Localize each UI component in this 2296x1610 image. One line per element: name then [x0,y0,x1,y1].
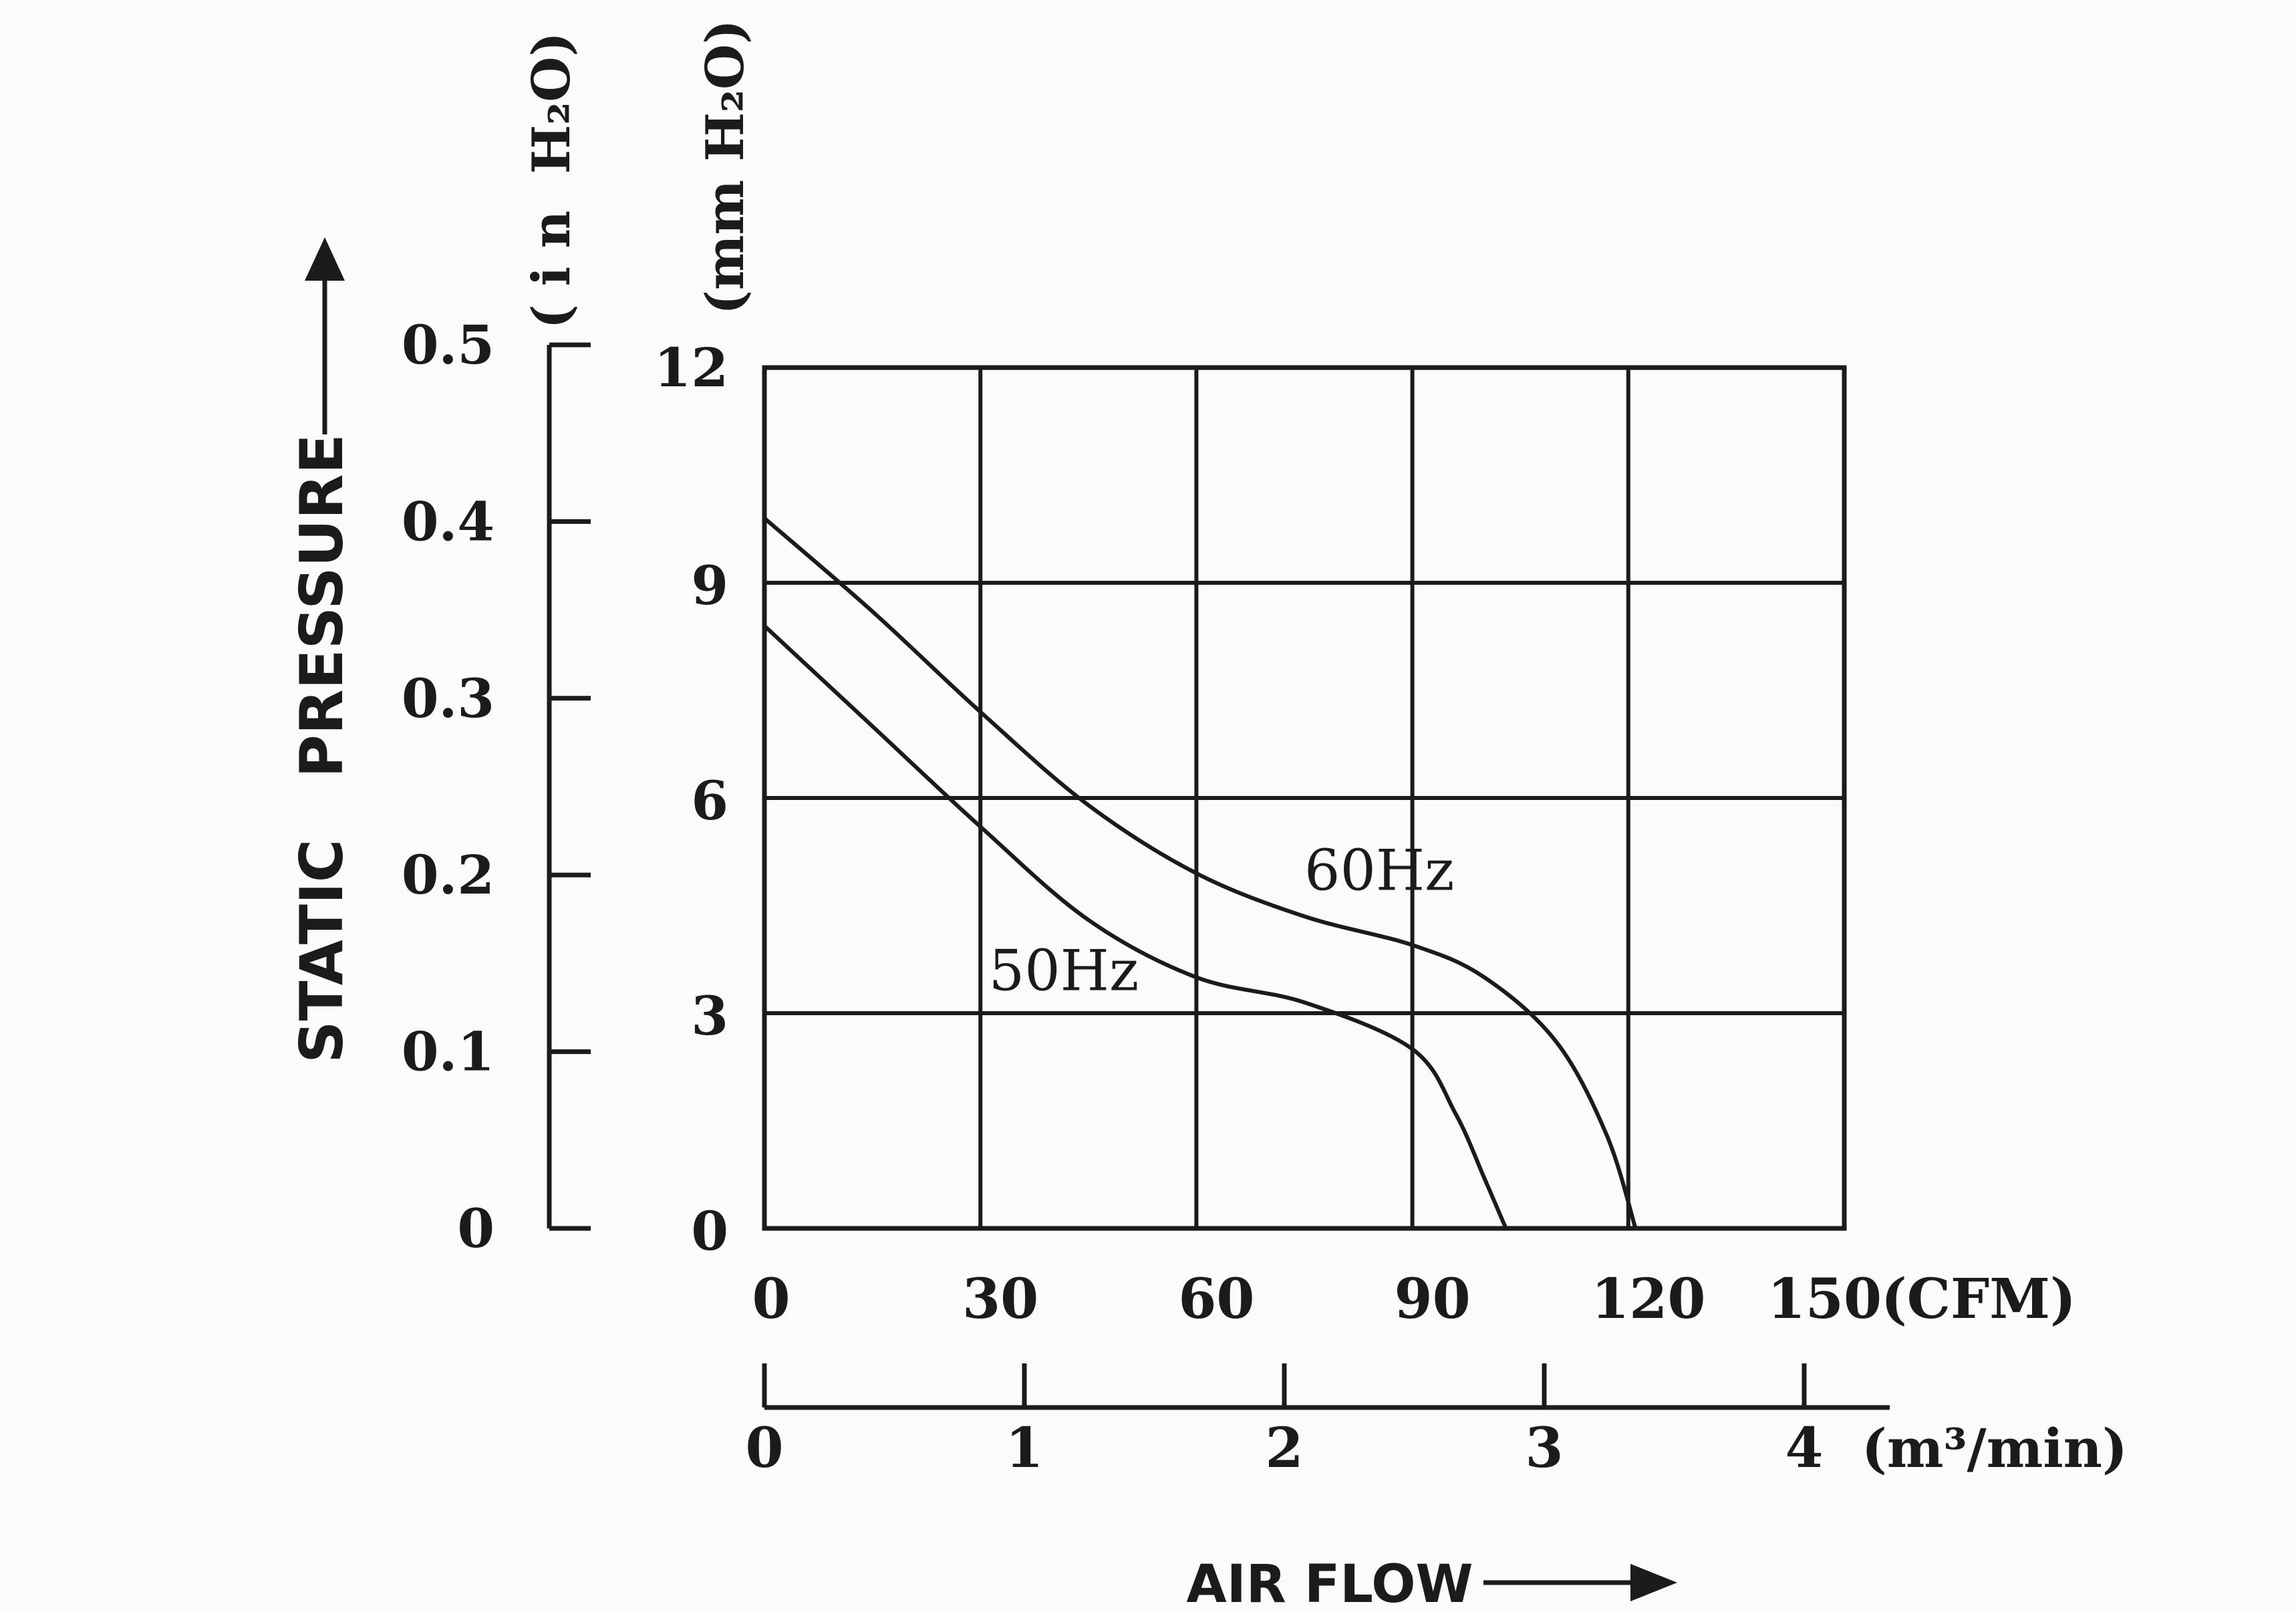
x-primary-tick-label: 150 [1767,1267,1882,1331]
y-primary-tick-label: 9 [691,554,728,617]
x-secondary-tick-label: 1 [1005,1416,1043,1480]
x-primary-tick-label: 0 [752,1267,790,1331]
y-secondary-tick-label: 0.1 [402,1021,494,1083]
y-primary-tick-label: 6 [691,769,728,832]
y-secondary-tick-label: 0.5 [402,313,494,376]
x-secondary-tick-label: 0 [745,1416,783,1480]
x-axis-title: AIR FLOW [1186,1555,1473,1610]
plot-grid [762,365,1847,1231]
y-axis-title: STATIC PRESSURE [287,434,356,1063]
x-secondary-tick-label: 4 [1785,1416,1823,1480]
x-primary-axis: 0 30 60 90 120 150 [752,1267,1882,1331]
series-line-50Hz [762,624,1508,1230]
x-secondary-unit: (m³/min) [1862,1417,2128,1480]
y-secondary-tick-label: 0.4 [402,490,494,553]
y-secondary-tick-label: 0 [457,1197,494,1260]
x-primary-unit: (CFM) [1881,1267,2076,1331]
series-line-60Hz [763,517,1638,1229]
y-primary-tick-label: 0 [691,1200,728,1262]
y-primary-tick-label: 12 [654,336,728,399]
x-secondary-tick-label: 2 [1265,1416,1303,1480]
y-primary-unit: (mm H₂O) [695,19,756,315]
x-secondary-tick-label: 3 [1525,1416,1563,1480]
x-primary-tick-label: 120 [1591,1267,1705,1331]
series-group: 60Hz 50Hz [762,517,1638,1230]
y-axis-arrow-head [305,237,345,281]
x-secondary-axis: 0 1 2 3 4 [745,1363,1890,1480]
y-secondary-tick-label: 0.3 [402,667,494,730]
x-axis-title-group: AIR FLOW [1186,1555,1677,1610]
x-axis-arrow-head [1630,1564,1677,1601]
x-primary-tick-label: 60 [1178,1267,1254,1331]
y-primary-axis: 0 3 6 9 12 [654,336,728,1262]
y-secondary-tick-label: 0.2 [402,843,494,906]
series-label-50Hz: 50Hz [989,938,1139,1004]
y-secondary-unit: ( i n H₂O) [521,32,582,329]
x-primary-tick-label: 30 [962,1267,1038,1331]
x-primary-tick-label: 90 [1395,1267,1471,1331]
y-primary-tick-label: 3 [691,984,728,1047]
series-label-60Hz: 60Hz [1304,837,1454,903]
y-axis-title-group: STATIC PRESSURE [287,237,356,1063]
y-secondary-axis: 0 0.1 0.2 0.3 0.4 0.5 [402,313,591,1260]
